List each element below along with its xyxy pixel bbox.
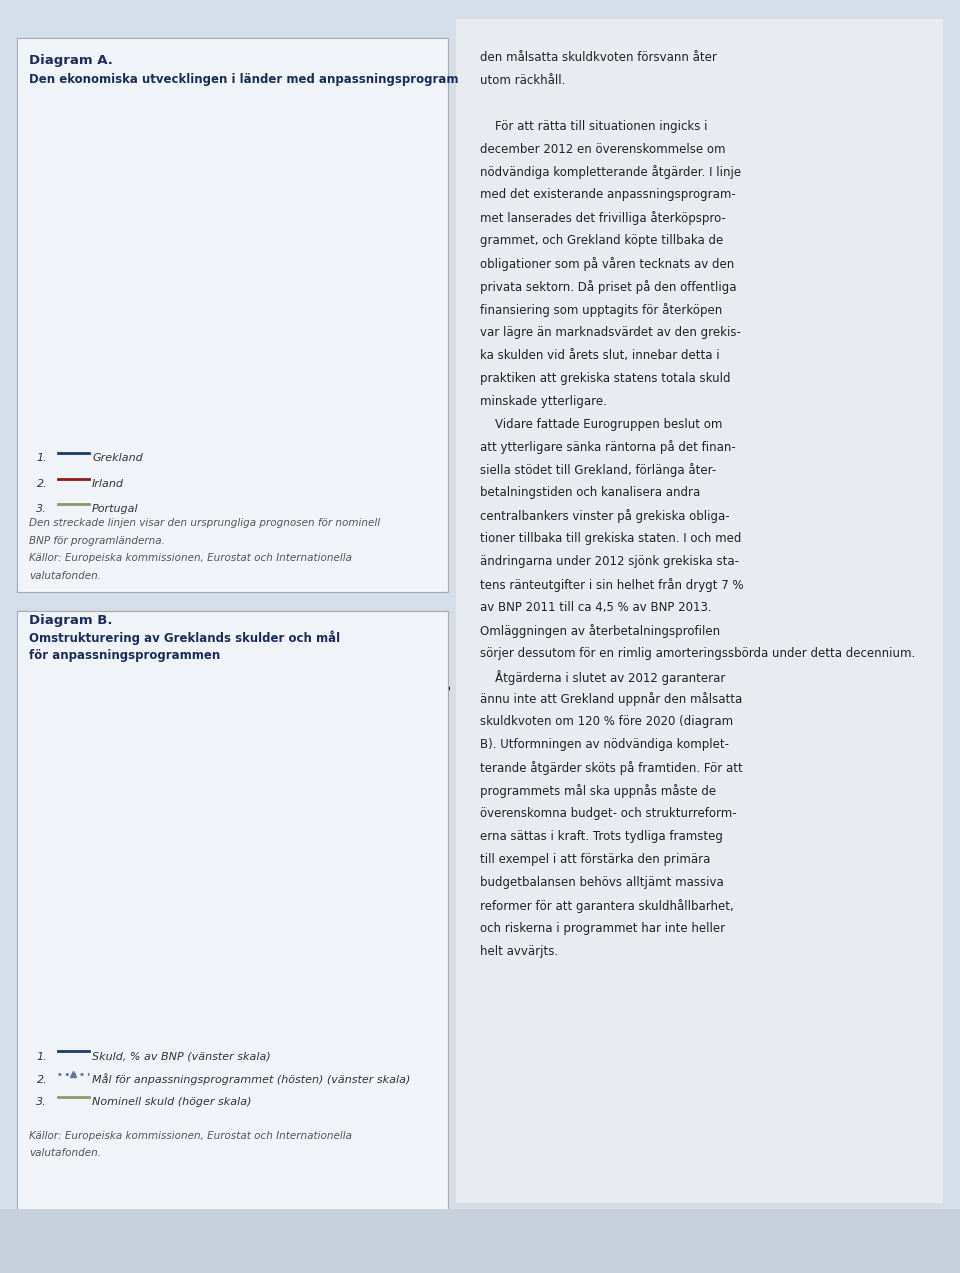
- Text: ändringarna under 2012 sjönk grekiska sta-: ändringarna under 2012 sjönk grekiska st…: [480, 555, 739, 568]
- Text: Källor: Europeiska kommissionen, Eurostat och Internationella: Källor: Europeiska kommissionen, Eurosta…: [29, 1132, 351, 1142]
- Text: Finlands Banks årsberättelse • 2012: Finlands Banks årsberättelse • 2012: [372, 1235, 588, 1248]
- Text: praktiken att grekiska statens totala skuld: praktiken att grekiska statens totala sk…: [480, 372, 731, 384]
- Text: 2.: 2.: [36, 1074, 47, 1085]
- Text: 1.: 1.: [36, 1051, 47, 1062]
- Text: Nominell BNP, mn euro: Nominell BNP, mn euro: [40, 79, 168, 89]
- Text: Grekland: Grekland: [92, 453, 143, 463]
- Text: var lägre än marknadsvärdet av den grekis-: var lägre än marknadsvärdet av den greki…: [480, 326, 741, 339]
- Text: den målsatta skuldkvoten försvann åter: den målsatta skuldkvoten försvann åter: [480, 51, 717, 64]
- Text: tioner tillbaka till grekiska staten. I och med: tioner tillbaka till grekiska staten. I …: [480, 532, 741, 545]
- Text: met lanserades det frivilliga återköpspro-: met lanserades det frivilliga återköpspr…: [480, 211, 726, 225]
- Text: grammet, och Grekland köpte tillbaka de: grammet, och Grekland köpte tillbaka de: [480, 234, 723, 247]
- Text: med det existerande anpassningsprogram-: med det existerande anpassningsprogram-: [480, 188, 735, 201]
- Text: Verksamheten 2012: Verksamheten 2012: [19, 1235, 138, 1248]
- Text: 3.: 3.: [36, 1097, 47, 1108]
- Text: 3: 3: [314, 257, 322, 270]
- Text: Källor: Europeiska kommissionen, Eurostat och Internationella: Källor: Europeiska kommissionen, Eurosta…: [29, 554, 351, 564]
- Text: Mål för anpassningsprogrammet (hösten) (vänster skala): Mål för anpassningsprogrammet (hösten) (…: [92, 1073, 411, 1086]
- Text: Portugal: Portugal: [92, 504, 139, 514]
- Text: Den ekonomiska utvecklingen i länder med anpassningsprogram: Den ekonomiska utvecklingen i länder med…: [29, 73, 458, 85]
- Text: ka skulden vid årets slut, innebar detta i: ka skulden vid årets slut, innebar detta…: [480, 349, 720, 362]
- Text: Skuld, % av BNP (vänster skala): Skuld, % av BNP (vänster skala): [92, 1051, 271, 1062]
- Text: Nominell skuld (höger skala): Nominell skuld (höger skala): [92, 1097, 252, 1108]
- Text: 3: 3: [320, 811, 327, 824]
- Text: B). Utformningen av nödvändiga komplet-: B). Utformningen av nödvändiga komplet-: [480, 738, 729, 751]
- Text: För att rätta till situationen ingicks i: För att rätta till situationen ingicks i: [480, 120, 708, 132]
- Text: att ytterligare sänka räntorna på det finan-: att ytterligare sänka räntorna på det fi…: [480, 440, 735, 454]
- Text: % av BNP: % av BNP: [42, 684, 96, 694]
- Text: överenskomna budget- och strukturreform-: överenskomna budget- och strukturreform-: [480, 807, 736, 820]
- Text: obligationer som på våren tecknats av den: obligationer som på våren tecknats av de…: [480, 257, 734, 271]
- Text: 1.: 1.: [36, 453, 47, 463]
- Text: 2: 2: [333, 738, 341, 752]
- Text: reformer för att garantera skuldhållbarhet,: reformer för att garantera skuldhållbarh…: [480, 899, 733, 913]
- Text: Irland: Irland: [92, 479, 124, 489]
- Text: och riskerna i programmet har inte heller: och riskerna i programmet har inte helle…: [480, 922, 725, 934]
- Text: helt avvärjts.: helt avvärjts.: [480, 945, 558, 957]
- Text: sörjer dessutom för en rimlig amorteringssbörda under detta decennium.: sörjer dessutom för en rimlig amortering…: [480, 647, 915, 659]
- Text: privata sektorn. Då priset på den offentliga: privata sektorn. Då priset på den offent…: [480, 280, 736, 294]
- Text: centralbankers vinster på grekiska obliga-: centralbankers vinster på grekiska oblig…: [480, 509, 730, 523]
- Text: erna sättas i kraft. Trots tydliga framsteg: erna sättas i kraft. Trots tydliga frams…: [480, 830, 723, 843]
- Text: utom räckhåll.: utom räckhåll.: [480, 74, 565, 87]
- Text: BNP för programländerna.: BNP för programländerna.: [29, 536, 165, 546]
- Text: 2.: 2.: [36, 479, 47, 489]
- Text: programmets mål ska uppnås måste de: programmets mål ska uppnås måste de: [480, 784, 716, 798]
- Text: Diagram A.: Diagram A.: [29, 53, 112, 66]
- Text: för anpassningsprogrammen: för anpassningsprogrammen: [29, 649, 220, 662]
- Text: 2: 2: [290, 224, 298, 237]
- Text: december 2012 en överenskommelse om: december 2012 en överenskommelse om: [480, 143, 726, 155]
- Text: minskade ytterligare.: minskade ytterligare.: [480, 395, 607, 407]
- Text: Åtgärderna i slutet av 2012 garanterar: Åtgärderna i slutet av 2012 garanterar: [480, 670, 726, 685]
- Text: Omstrukturering av Greklands skulder och mål: Omstrukturering av Greklands skulder och…: [29, 630, 340, 644]
- Text: Diagram B.: Diagram B.: [29, 614, 112, 626]
- Text: terande åtgärder sköts på framtiden. För att: terande åtgärder sköts på framtiden. För…: [480, 761, 743, 775]
- Text: Omläggningen av återbetalningsprofilen: Omläggningen av återbetalningsprofilen: [480, 624, 720, 638]
- Text: 17: 17: [917, 1235, 936, 1248]
- Text: ännu inte att Grekland uppnår den målsatta: ännu inte att Grekland uppnår den målsat…: [480, 693, 742, 707]
- Text: tens ränteutgifter i sin helhet från drygt 7 %: tens ränteutgifter i sin helhet från dry…: [480, 578, 744, 592]
- Text: 1: 1: [279, 777, 287, 789]
- Text: valutafonden.: valutafonden.: [29, 572, 101, 582]
- Text: Vidare fattade Eurogruppen beslut om: Vidare fattade Eurogruppen beslut om: [480, 418, 722, 430]
- Text: finansiering som upptagits för återköpen: finansiering som upptagits för återköpen: [480, 303, 722, 317]
- Text: budgetbalansen behövs alltjämt massiva: budgetbalansen behövs alltjämt massiva: [480, 876, 724, 889]
- Text: Md euro: Md euro: [405, 684, 450, 694]
- Text: till exempel i att förstärka den primära: till exempel i att förstärka den primära: [480, 853, 710, 866]
- Text: valutafonden.: valutafonden.: [29, 1148, 101, 1158]
- Text: 3.: 3.: [36, 504, 47, 514]
- Text: Den streckade linjen visar den ursprungliga prognosen för nominell: Den streckade linjen visar den ursprungl…: [29, 518, 380, 528]
- Text: skuldkvoten om 120 % före 2020 (diagram: skuldkvoten om 120 % före 2020 (diagram: [480, 715, 733, 728]
- Text: siella stödet till Grekland, förlänga åter-: siella stödet till Grekland, förlänga åt…: [480, 463, 716, 477]
- Text: av BNP 2011 till ca 4,5 % av BNP 2013.: av BNP 2011 till ca 4,5 % av BNP 2013.: [480, 601, 711, 614]
- Text: betalningstiden och kanalisera andra: betalningstiden och kanalisera andra: [480, 486, 700, 499]
- Text: nödvändiga kompletterande åtgärder. I linje: nödvändiga kompletterande åtgärder. I li…: [480, 165, 741, 179]
- Text: 1: 1: [277, 131, 285, 145]
